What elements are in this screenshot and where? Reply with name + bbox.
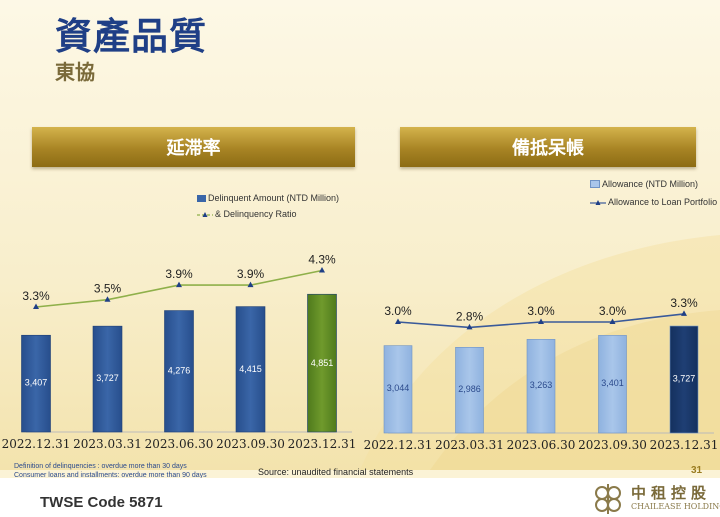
- ratio-marker: [319, 267, 325, 273]
- bar-value-label: 3,263: [530, 380, 553, 390]
- x-tick-label: 2023.09.30: [216, 437, 285, 451]
- ratio-marker: [466, 323, 473, 330]
- left-panel-title: 延滞率: [32, 127, 355, 167]
- bar-value-label: 3,044: [387, 383, 410, 393]
- ratio-marker: [609, 318, 616, 324]
- x-tick-label: 2023.03.31: [73, 437, 142, 451]
- note-delinquency-definition: Definition of delinquencies : overdue mo…: [14, 463, 187, 470]
- x-tick-label: 2023.12.31: [650, 438, 719, 452]
- bar-value-label: 3,407: [25, 378, 48, 388]
- bar: [307, 293, 337, 433]
- legend-label-delinquent-amount: Delinquent Amount (NTD Million): [208, 193, 340, 203]
- bar: [92, 325, 123, 433]
- ratio-label: 3.9%: [165, 267, 193, 281]
- ratio-label: 3.3%: [670, 296, 698, 310]
- x-tick-label: 2023.09.30: [578, 438, 647, 452]
- logo-english-name: CHAILEASE HOLDING: [631, 502, 720, 511]
- ratio-label: 3.0%: [527, 304, 555, 318]
- bar: [21, 334, 51, 433]
- bar: [598, 335, 627, 434]
- definition-notes: Definition of delinquencies : overdue mo…: [14, 462, 207, 480]
- legend-bar-swatch: [590, 180, 600, 188]
- bar: [164, 310, 194, 433]
- x-tick-label: 2023.03.31: [435, 438, 504, 452]
- legend-label-allowance-ratio: Allowance to Loan Portfolio: [608, 197, 718, 207]
- right-panel-title: 備抵呆帳: [400, 127, 696, 167]
- bar-value-label: 4,851: [311, 358, 334, 368]
- page-subtitle: 東協: [55, 60, 95, 84]
- x-tick-label: 2023.06.30: [145, 437, 214, 451]
- x-tick-label: 2022.12.31: [2, 437, 71, 451]
- page-number: 31: [691, 465, 703, 476]
- legend-line-swatch: [590, 199, 606, 205]
- ratio-label: 3.5%: [94, 282, 122, 296]
- right-legend: Allowance (NTD Million) Allowance to Loa…: [590, 176, 720, 210]
- bar-value-label: 3,727: [673, 374, 696, 384]
- ratio-marker: [395, 318, 401, 324]
- left-legend: Delinquent Amount (NTD Million) & Delinq…: [197, 190, 339, 222]
- ratio-marker: [538, 318, 544, 324]
- twse-code: TWSE Code 5871: [40, 494, 163, 511]
- ratio-marker: [247, 281, 254, 288]
- delinquency-chart: 3,407 2022.12.31 3,727 2023.03.31 4,276 2023.…: [2, 253, 357, 452]
- ratio-marker: [33, 303, 39, 309]
- ratio-label: 3.0%: [599, 304, 627, 318]
- chailease-logo: 中租控股 CHAILEASE HOLDING: [589, 482, 720, 516]
- ratio-marker: [681, 310, 687, 316]
- ratio-marker: [104, 296, 111, 302]
- page-title: 資產品質: [55, 15, 207, 58]
- legend-item-allowance: Allowance (NTD Million): [590, 176, 720, 192]
- bar: [669, 325, 699, 434]
- bar-value-label: 3,727: [96, 373, 119, 383]
- legend-label-delinquency-ratio: & Delinquency Ratio: [215, 209, 297, 219]
- x-tick-label: 2022.12.31: [364, 438, 433, 452]
- source-note: Source: unaudited financial statements: [258, 467, 414, 477]
- legend-line-swatch: [197, 211, 213, 217]
- ratio-marker: [176, 281, 182, 288]
- legend-bar-swatch: [197, 194, 206, 202]
- logo-chinese-name: 中租控股: [631, 484, 712, 502]
- ratio-label: 3.3%: [22, 289, 50, 303]
- bar-value-label: 3,401: [601, 378, 624, 388]
- legend-item-allowance-ratio: Allowance to Loan Portfolio: [590, 194, 720, 210]
- allowance-chart: 3,044 2022.12.31 2,986 2023.03.31 3,263 2023.…: [364, 296, 719, 452]
- legend-label-allowance: Allowance (NTD Million): [602, 179, 699, 189]
- ratio-label: 2.8%: [456, 309, 484, 323]
- legend-item-bars: Delinquent Amount (NTD Million): [197, 190, 339, 206]
- bar: [455, 347, 484, 434]
- x-tick-label: 2023.06.30: [507, 438, 576, 452]
- x-tick-label: 2023.12.31: [288, 437, 357, 451]
- ratio-label: 4.3%: [308, 253, 336, 267]
- chailease-emblem-icon: [595, 484, 621, 514]
- bar-value-label: 4,276: [168, 366, 191, 376]
- ratio-label: 3.0%: [384, 304, 412, 318]
- bar-value-label: 4,415: [239, 364, 262, 374]
- bar: [235, 306, 266, 433]
- bar: [526, 339, 556, 434]
- bar-value-label: 2,986: [458, 384, 481, 394]
- bar: [383, 345, 413, 434]
- ratio-label: 3.9%: [237, 267, 265, 281]
- legend-item-line: & Delinquency Ratio: [197, 206, 339, 222]
- note-consumer-loans: Consumer loans and installments: overdue…: [14, 472, 207, 479]
